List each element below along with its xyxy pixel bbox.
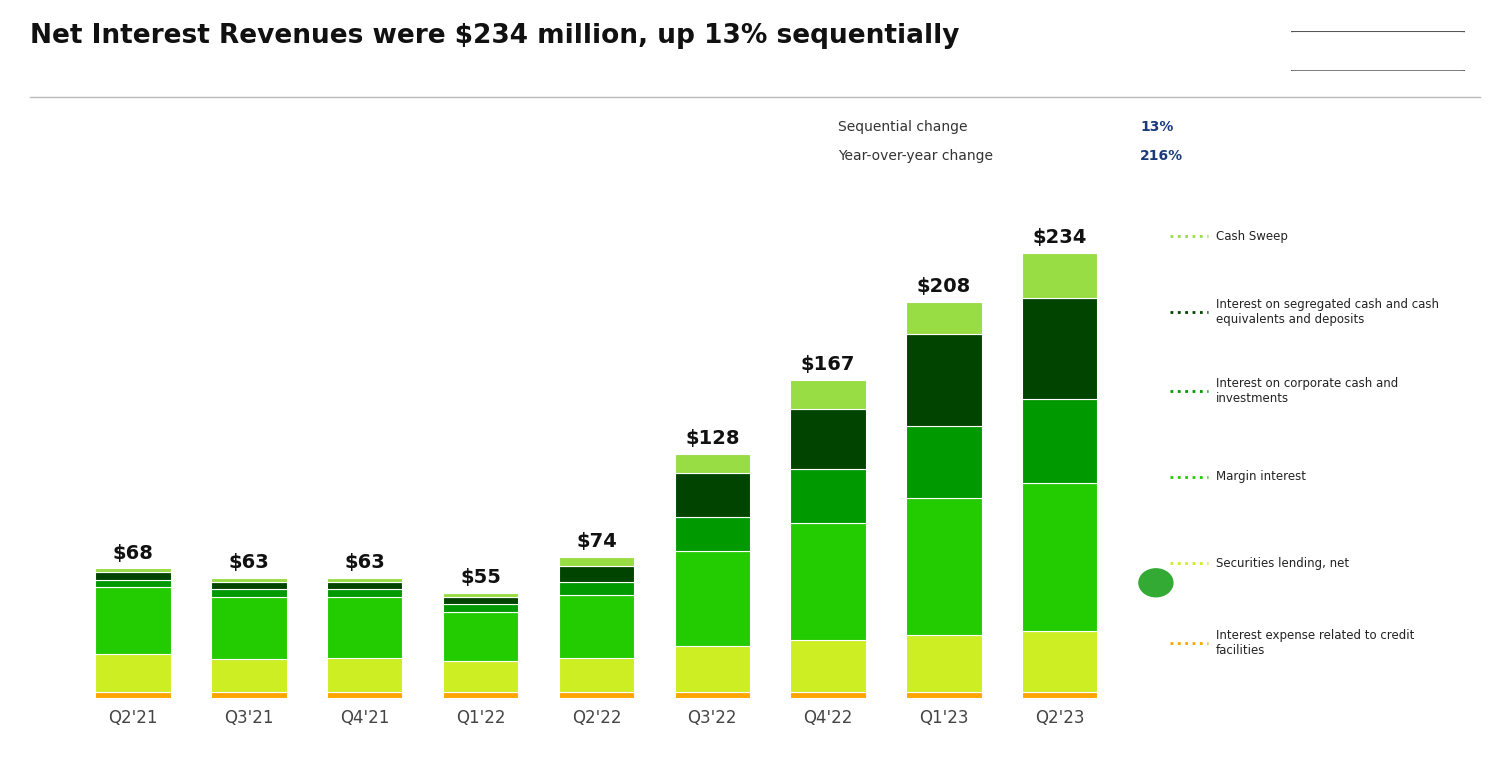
Bar — [328, 581, 402, 589]
Bar — [675, 646, 750, 692]
Text: $63: $63 — [344, 553, 385, 572]
Bar — [906, 692, 982, 698]
Bar — [442, 661, 518, 692]
Bar — [211, 581, 287, 589]
Text: Securities lending, net: Securities lending, net — [1216, 557, 1348, 570]
Bar — [328, 657, 402, 692]
Text: $55: $55 — [461, 568, 501, 587]
Bar — [211, 577, 287, 581]
Bar — [791, 380, 865, 408]
Text: e: e — [1152, 578, 1160, 587]
Text: 🐾: 🐾 — [1146, 570, 1155, 585]
Text: Interest on segregated cash and cash
equivalents and deposits: Interest on segregated cash and cash equ… — [1216, 298, 1439, 326]
Bar — [675, 517, 750, 551]
Bar — [328, 589, 402, 597]
Bar — [442, 692, 518, 698]
Bar — [559, 657, 634, 692]
Bar — [675, 454, 750, 474]
Text: in millions: in millions — [1342, 44, 1413, 58]
Text: $63: $63 — [228, 553, 269, 572]
Bar — [791, 408, 865, 470]
Text: Sequential change: Sequential change — [838, 120, 968, 134]
Bar — [1022, 298, 1098, 399]
Bar — [95, 587, 171, 654]
Text: Cash Sweep: Cash Sweep — [1216, 230, 1288, 243]
Bar — [559, 581, 634, 595]
Bar — [211, 692, 287, 698]
Bar — [791, 470, 865, 522]
Text: $68: $68 — [113, 543, 154, 563]
Text: 216%: 216% — [1140, 149, 1184, 163]
Bar — [791, 640, 865, 692]
Bar — [791, 522, 865, 640]
Text: Interest on corporate cash and
investments: Interest on corporate cash and investmen… — [1216, 377, 1398, 405]
Bar — [95, 572, 171, 580]
Bar — [95, 654, 171, 692]
Bar — [211, 660, 287, 692]
Bar — [906, 498, 982, 635]
Bar — [442, 593, 518, 597]
Text: $208: $208 — [917, 277, 971, 296]
Text: Interest expense related to credit
facilities: Interest expense related to credit facil… — [1216, 629, 1413, 657]
Text: Year-over-year change: Year-over-year change — [838, 149, 994, 163]
Bar — [906, 425, 982, 498]
Bar — [906, 635, 982, 692]
Bar — [95, 692, 171, 698]
Bar — [1022, 253, 1098, 298]
Bar — [328, 692, 402, 698]
Bar — [328, 597, 402, 657]
Bar — [559, 692, 634, 698]
Bar — [675, 474, 750, 517]
Text: Net Interest Revenues were $234 million, up 13% sequentially: Net Interest Revenues were $234 million,… — [30, 23, 960, 50]
Bar — [559, 567, 634, 581]
Circle shape — [1139, 569, 1173, 597]
Bar — [95, 580, 171, 587]
Bar — [1022, 399, 1098, 483]
Bar — [1022, 631, 1098, 692]
Bar — [906, 302, 982, 335]
Bar — [211, 597, 287, 660]
Text: $74: $74 — [577, 532, 616, 551]
Bar — [906, 335, 982, 425]
Bar — [442, 604, 518, 612]
Bar — [442, 612, 518, 661]
Bar — [1022, 483, 1098, 631]
Text: Margin interest: Margin interest — [1216, 470, 1306, 483]
Bar — [559, 556, 634, 567]
Text: $167: $167 — [800, 356, 855, 374]
Text: 13%: 13% — [1140, 120, 1173, 134]
Text: $128: $128 — [686, 429, 740, 449]
Bar — [211, 589, 287, 597]
Bar — [328, 577, 402, 581]
Bar — [1022, 692, 1098, 698]
Bar — [675, 551, 750, 646]
Bar — [442, 597, 518, 604]
Text: $234: $234 — [1033, 228, 1087, 247]
Bar — [791, 692, 865, 698]
Bar — [559, 595, 634, 657]
Bar — [95, 568, 171, 572]
FancyBboxPatch shape — [1282, 31, 1474, 71]
Bar — [675, 692, 750, 698]
